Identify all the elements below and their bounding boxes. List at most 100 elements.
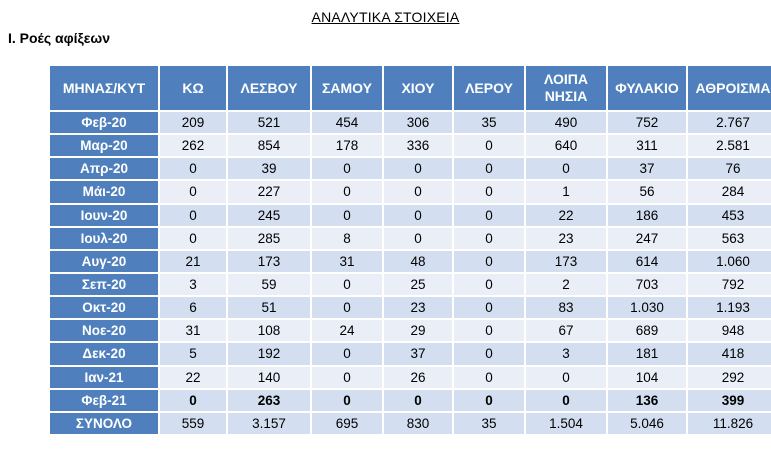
table-cell: 490 xyxy=(524,109,608,136)
table-cell: 284 xyxy=(686,179,771,205)
column-header: ΚΩ xyxy=(158,64,228,112)
table-cell: 0 xyxy=(310,364,384,390)
table-cell: 0 xyxy=(382,387,454,413)
table-row: Νοε-20 31 108 24 29 0 67 689 948 xyxy=(48,318,771,344)
table-cell: 0 xyxy=(310,271,384,298)
table-cell: 521 xyxy=(226,109,312,136)
table-cell: 418 xyxy=(686,341,771,367)
table-cell: 0 xyxy=(310,341,384,367)
table-cell: 51 xyxy=(226,295,312,321)
table-cell: 614 xyxy=(606,248,688,274)
table-row: Φεβ-20 209 521 454 306 35 490 752 2.767 xyxy=(48,109,771,136)
row-label: Δεκ-20 xyxy=(48,341,160,367)
table-cell: 0 xyxy=(452,318,526,344)
table-cell: 0 xyxy=(310,156,384,182)
table-cell: 25 xyxy=(382,271,454,298)
table-cell: 26 xyxy=(382,364,454,390)
table-row: Δεκ-20 5 192 0 37 0 3 181 418 xyxy=(48,341,771,367)
table-cell: 140 xyxy=(226,364,312,390)
table-cell: 23 xyxy=(382,295,454,321)
column-header: ΣΑΜΟΥ xyxy=(310,64,384,112)
table-row: Οκτ-20 6 51 0 23 0 83 1.030 1.193 xyxy=(48,295,771,321)
table-cell: 48 xyxy=(382,248,454,274)
table-cell: 0 xyxy=(452,248,526,274)
table-cell: 792 xyxy=(686,271,771,298)
table-cell: 0 xyxy=(452,364,526,390)
table-cell: 559 xyxy=(158,410,228,437)
table-cell: 35 xyxy=(452,109,526,136)
table-cell: 0 xyxy=(382,202,454,228)
table-cell: 0 xyxy=(310,295,384,321)
table-cell: 0 xyxy=(452,156,526,182)
table-cell: 5.046 xyxy=(606,410,688,437)
row-label: Οκτ-20 xyxy=(48,295,160,321)
table-cell: 399 xyxy=(686,387,771,413)
table-cell: 0 xyxy=(452,179,526,205)
table-cell: 0 xyxy=(382,156,454,182)
table-cell: 181 xyxy=(606,341,688,367)
table-cell: 59 xyxy=(226,271,312,298)
table-cell: 227 xyxy=(226,179,312,205)
table-cell: 0 xyxy=(452,295,526,321)
table-row: Ιαν-21 22 140 0 26 0 0 104 292 xyxy=(48,364,771,390)
table-cell: 31 xyxy=(310,248,384,274)
table-cell: 31 xyxy=(158,318,228,344)
row-label: Αυγ-20 xyxy=(48,248,160,274)
header-row: ΜΗΝΑΣ/ΚΥΤ ΚΩ ΛΕΣΒΟΥ ΣΑΜΟΥ ΧΙΟΥ ΛΕΡΟΥ ΛΟΙ… xyxy=(48,64,771,112)
table-cell: 3 xyxy=(158,271,228,298)
table-cell: 173 xyxy=(226,248,312,274)
table-cell: 3 xyxy=(524,341,608,367)
table-cell: 0 xyxy=(382,179,454,205)
table-cell: 0 xyxy=(158,179,228,205)
table-cell: 1.030 xyxy=(606,295,688,321)
table-cell: 563 xyxy=(686,225,771,251)
column-header: ΦΥΛΑΚΙΟ xyxy=(606,64,688,112)
table-cell: 245 xyxy=(226,202,312,228)
table-cell: 0 xyxy=(452,341,526,367)
table-cell: 39 xyxy=(226,156,312,182)
row-label: Φεβ-20 xyxy=(48,109,160,136)
column-header: ΛΕΡΟΥ xyxy=(452,64,526,112)
table-cell: 0 xyxy=(382,225,454,251)
table-cell: 453 xyxy=(686,202,771,228)
table-cell: 1 xyxy=(524,179,608,205)
row-label: Απρ-20 xyxy=(48,156,160,182)
column-header: ΜΗΝΑΣ/ΚΥΤ xyxy=(48,64,160,112)
table-cell: 0 xyxy=(310,179,384,205)
row-label: Μαρ-20 xyxy=(48,133,160,159)
table-cell: 292 xyxy=(686,364,771,390)
row-label: Νοε-20 xyxy=(48,318,160,344)
table-cell: 0 xyxy=(452,225,526,251)
table-cell: 285 xyxy=(226,225,312,251)
table-cell: 336 xyxy=(382,133,454,159)
table-cell: 104 xyxy=(606,364,688,390)
table-cell: 2.767 xyxy=(686,109,771,136)
table-cell: 454 xyxy=(310,109,384,136)
document-title: ΑΝΑΛΥΤΙΚΑ ΣΤΟΙΧΕΙΑ xyxy=(311,9,460,25)
column-header: ΛΟΙΠΑ ΝΗΣΙΑ xyxy=(524,64,608,112)
table-cell: 0 xyxy=(452,133,526,159)
total-row: ΣΥΝΟΛΟ 559 3.157 695 830 35 1.504 5.046 11.826 xyxy=(48,410,771,437)
table-cell: 703 xyxy=(606,271,688,298)
table-cell: 11.826 xyxy=(686,410,771,437)
table-cell: 311 xyxy=(606,133,688,159)
table-cell: 3.157 xyxy=(226,410,312,437)
table-cell: 306 xyxy=(382,109,454,136)
table-cell: 0 xyxy=(158,156,228,182)
table-row: Ιουλ-20 0 285 8 0 0 23 247 563 xyxy=(48,225,771,251)
table-cell: 0 xyxy=(452,271,526,298)
table-cell: 0 xyxy=(158,202,228,228)
row-label: Μάι-20 xyxy=(48,179,160,205)
row-label: Ιουλ-20 xyxy=(48,225,160,251)
table-row: Αυγ-20 21 173 31 48 0 173 614 1.060 xyxy=(48,248,771,274)
table-cell: 1.193 xyxy=(686,295,771,321)
table-cell: 0 xyxy=(310,202,384,228)
table-cell: 0 xyxy=(452,387,526,413)
table-cell: 247 xyxy=(606,225,688,251)
table-cell: 6 xyxy=(158,295,228,321)
table-cell: 695 xyxy=(310,410,384,437)
table-cell: 23 xyxy=(524,225,608,251)
table-row: Μάι-20 0 227 0 0 0 1 56 284 xyxy=(48,179,771,205)
table-cell: 689 xyxy=(606,318,688,344)
table-cell: 136 xyxy=(606,387,688,413)
